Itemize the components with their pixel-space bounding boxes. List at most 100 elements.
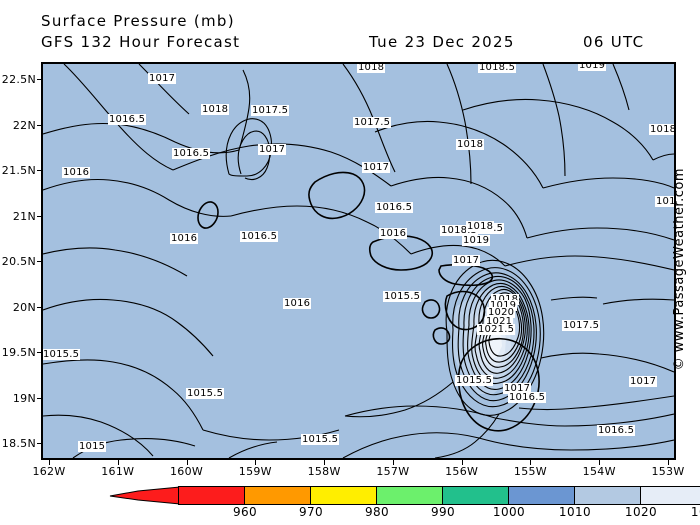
isobar-value-label: 1017	[503, 383, 532, 394]
legend-color-swatch	[377, 487, 443, 504]
isobar-value-label: 1018	[357, 62, 386, 73]
x-axis-tick	[599, 460, 601, 465]
y-axis-tick	[37, 79, 42, 80]
ocean-background	[43, 64, 674, 458]
forecast-subtitle: GFS 132 Hour Forecast	[41, 33, 241, 51]
isobar-value-label: 1019	[578, 62, 607, 71]
isobar-value-label: 1015.5	[455, 375, 494, 386]
legend-tick-value: 960	[232, 505, 258, 519]
y-axis-tick	[37, 306, 42, 308]
map-header: Surface Pressure (mb) GFS 132 Hour Forec…	[0, 0, 700, 58]
y-axis-tick	[37, 170, 42, 171]
legend-color-swatch	[575, 487, 641, 504]
isobar-value-label: 1016.5	[375, 202, 414, 213]
legend-color-swatch	[179, 487, 245, 504]
y-axis-label: 22N	[12, 118, 36, 132]
legend-tick-value: 980	[364, 505, 390, 519]
legend-tick-value: 970	[298, 505, 324, 519]
isobar-value-label: 1016	[379, 228, 408, 239]
x-axis-tick	[392, 460, 394, 465]
legend-low-arrow	[109, 486, 180, 505]
x-axis-tick	[117, 460, 119, 465]
isobar-value-label: 1016.5	[172, 148, 211, 159]
map-canvas[interactable]: 1017 1018 1018.5 1019 1016.5 1018 1017.5 1017.5…	[41, 62, 676, 460]
isobar-value-label: 1018	[201, 104, 230, 115]
isobar-value-label: 1016	[62, 167, 91, 178]
y-axis-tick	[37, 397, 42, 399]
legend-color-swatch	[245, 487, 311, 504]
isobar-value-label: 1021	[485, 316, 514, 327]
y-axis-label: 21.5N	[1, 164, 36, 177]
y-axis-label: 20N	[12, 300, 36, 314]
y-axis-tick	[37, 261, 42, 262]
isobar-value-label: 1016.5	[108, 114, 147, 125]
isobar-value-label: 1017	[452, 255, 481, 266]
x-axis-label: 155W	[513, 465, 547, 478]
isobar-value-label: 1016.5	[508, 392, 547, 403]
x-axis-tick	[186, 460, 188, 465]
legend-tick-value: 1010	[558, 505, 592, 519]
legend-tick-value: 1000	[492, 505, 526, 519]
legend-tick-value: 1030	[690, 505, 700, 519]
isobar-value-label: 1017.5	[562, 320, 601, 331]
pressure-color-legend: 960 970 980 990 1000 1010 1020 1030	[0, 486, 700, 525]
forecast-date: Tue 23 Dec 2025	[369, 33, 515, 51]
y-axis-label: 19.5N	[1, 346, 36, 359]
isobar-value-label: 1019	[462, 235, 491, 246]
isobar-value-label: 1017.5	[353, 117, 392, 128]
y-axis-label: 20.5N	[1, 255, 36, 268]
isobar-value-label: 1017	[362, 162, 391, 173]
y-axis-label: 22.5N	[1, 73, 36, 86]
isobar-value-label: 1018.5	[478, 62, 517, 73]
isobar-value-label: 1017	[629, 376, 658, 387]
isobar-value-label: 1020	[487, 307, 516, 318]
legend-tick-labels: 960 970 980 990 1000 1010 1020 1030	[0, 505, 700, 523]
x-axis-label: 161W	[101, 465, 135, 478]
x-axis-label: 153W	[651, 465, 685, 478]
y-axis-label: 18.5N	[1, 437, 36, 450]
x-axis-label: 156W	[445, 465, 479, 478]
page-title: Surface Pressure (mb)	[41, 12, 235, 30]
forecast-time: 06 UTC	[583, 33, 645, 51]
x-axis-tick	[668, 460, 669, 465]
x-axis-label: 162W	[32, 465, 66, 478]
pressure-contour-plot	[43, 64, 674, 458]
y-axis-tick	[37, 443, 42, 444]
legend-color-swatch	[641, 487, 700, 504]
isobar-value-label: 1018	[491, 294, 520, 305]
x-axis-tick	[530, 460, 532, 465]
isobar-value-label: 1018	[649, 124, 676, 135]
isobar-value-label: 1015.5	[43, 349, 81, 360]
legend-color-swatch	[443, 487, 509, 504]
y-axis-tick	[37, 215, 42, 217]
x-axis-label: 158W	[307, 465, 341, 478]
legend-color-bar	[178, 486, 700, 505]
x-axis-label: 159W	[238, 465, 272, 478]
x-axis-tick	[49, 460, 50, 465]
isobar-value-label: 1015	[78, 441, 107, 452]
x-axis-tick	[324, 460, 326, 465]
isobar-value-label: 1019	[489, 300, 518, 311]
x-axis-tick	[255, 460, 257, 465]
isobar-value-label: 1018.5	[440, 225, 479, 236]
legend-color-swatch	[509, 487, 575, 504]
isobar-value-label: 1016.5	[597, 425, 636, 436]
isobar-value-label: 1016.5	[240, 231, 279, 242]
y-axis-label: 19N	[12, 391, 36, 405]
isobar-value-label: 1017.5	[251, 105, 290, 116]
isobar-value-label: 1021.5	[477, 324, 516, 335]
y-axis-tick	[37, 124, 42, 126]
watermark: © www.PassageWeather.com	[672, 168, 687, 371]
legend-tick-value: 1020	[624, 505, 658, 519]
isobar-value-label: 1015.5	[383, 291, 422, 302]
isobar-value-label: 1015.5	[301, 434, 340, 445]
isobar-value-label: 1018	[456, 139, 485, 150]
x-axis-label: 154W	[582, 465, 616, 478]
isobar-value-label: 1018	[466, 221, 495, 232]
x-axis-tick	[461, 460, 463, 465]
legend-color-swatch	[311, 487, 377, 504]
isobar-value-label: 1017	[148, 73, 177, 84]
isobar-value-label: 1015.5	[186, 388, 225, 399]
y-axis-label: 21N	[12, 209, 36, 223]
